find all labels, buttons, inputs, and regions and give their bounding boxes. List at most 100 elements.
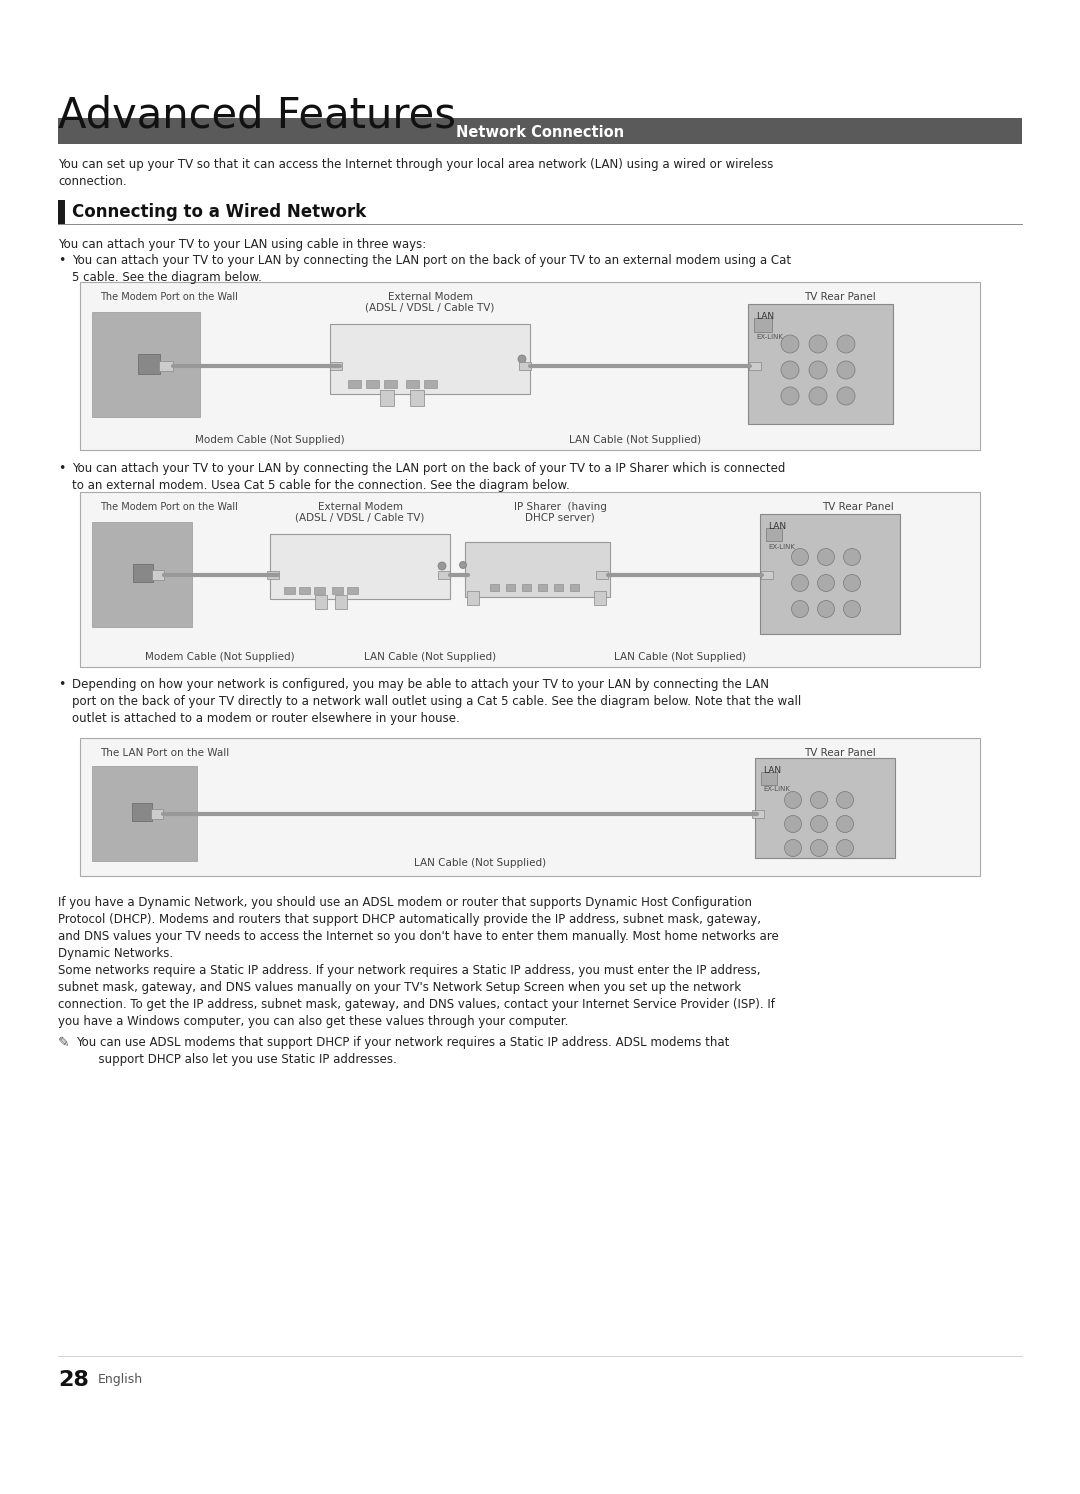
Text: •: • — [58, 254, 66, 267]
Text: English: English — [98, 1373, 144, 1386]
Bar — [554, 584, 563, 592]
Circle shape — [818, 548, 835, 566]
Circle shape — [837, 840, 853, 856]
Bar — [766, 527, 782, 541]
Bar — [380, 390, 394, 406]
Bar — [570, 584, 579, 592]
Text: External Modem: External Modem — [388, 291, 473, 302]
Circle shape — [781, 387, 799, 405]
Bar — [465, 542, 610, 598]
Text: LAN Cable (Not Supplied): LAN Cable (Not Supplied) — [569, 435, 701, 445]
Bar — [752, 810, 764, 819]
Circle shape — [837, 362, 855, 379]
Text: You can use ADSL modems that support DHCP if your network requires a Static IP a: You can use ADSL modems that support DHC… — [76, 1035, 729, 1067]
Circle shape — [792, 548, 809, 566]
Circle shape — [843, 575, 861, 592]
Circle shape — [843, 548, 861, 566]
Bar — [335, 595, 347, 610]
Text: LAN: LAN — [768, 521, 786, 530]
Circle shape — [809, 362, 827, 379]
Circle shape — [837, 792, 853, 808]
Circle shape — [837, 816, 853, 832]
Text: TV Rear Panel: TV Rear Panel — [805, 291, 876, 302]
Text: The Modem Port on the Wall: The Modem Port on the Wall — [100, 291, 238, 302]
Circle shape — [781, 335, 799, 353]
Bar — [594, 592, 606, 605]
Bar — [347, 587, 357, 595]
Circle shape — [810, 840, 827, 856]
Text: IP Sharer  (having: IP Sharer (having — [514, 502, 607, 512]
Circle shape — [809, 335, 827, 353]
Text: EX-LINK: EX-LINK — [756, 335, 783, 341]
Bar — [348, 379, 361, 388]
Text: The Modem Port on the Wall: The Modem Port on the Wall — [100, 502, 238, 512]
Text: EX-LINK: EX-LINK — [762, 786, 789, 792]
Text: Advanced Features: Advanced Features — [58, 96, 456, 137]
Bar — [596, 571, 608, 580]
Bar — [132, 802, 152, 822]
Bar — [267, 571, 279, 580]
Bar — [92, 766, 197, 861]
Circle shape — [843, 601, 861, 617]
Text: (ADSL / VDSL / Cable TV): (ADSL / VDSL / Cable TV) — [365, 302, 495, 312]
Text: 28: 28 — [58, 1370, 89, 1389]
Bar — [332, 587, 343, 595]
Circle shape — [792, 575, 809, 592]
Text: You can attach your TV to your LAN by connecting the LAN port on the back of you: You can attach your TV to your LAN by co… — [72, 462, 785, 492]
Circle shape — [792, 601, 809, 617]
Text: You can set up your TV so that it can access the Internet through your local are: You can set up your TV so that it can ac… — [58, 158, 773, 188]
Text: (ADSL / VDSL / Cable TV): (ADSL / VDSL / Cable TV) — [295, 512, 424, 521]
Bar — [299, 587, 310, 595]
Text: If you have a Dynamic Network, you should use an ADSL modem or router that suppo: If you have a Dynamic Network, you shoul… — [58, 896, 779, 961]
Text: Modem Cable (Not Supplied): Modem Cable (Not Supplied) — [145, 651, 295, 662]
Bar — [761, 772, 777, 784]
Circle shape — [818, 575, 835, 592]
Bar — [92, 521, 192, 627]
Bar — [384, 379, 397, 388]
Bar — [750, 362, 761, 371]
Bar — [519, 362, 531, 371]
Circle shape — [810, 816, 827, 832]
Circle shape — [781, 362, 799, 379]
Circle shape — [837, 387, 855, 405]
Bar — [315, 595, 327, 610]
Text: LAN Cable (Not Supplied): LAN Cable (Not Supplied) — [613, 651, 746, 662]
Text: Some networks require a Static IP address. If your network requires a Static IP : Some networks require a Static IP addres… — [58, 964, 774, 1028]
Text: DHCP server): DHCP server) — [525, 512, 595, 521]
Text: TV Rear Panel: TV Rear Panel — [822, 502, 894, 512]
Bar — [490, 584, 499, 592]
Bar — [755, 757, 895, 858]
Text: Connecting to a Wired Network: Connecting to a Wired Network — [72, 203, 366, 221]
Bar — [151, 808, 163, 819]
Bar — [133, 565, 153, 583]
Text: ✎: ✎ — [58, 1035, 69, 1050]
Text: •: • — [58, 462, 66, 475]
Bar — [410, 390, 424, 406]
Circle shape — [784, 840, 801, 856]
Circle shape — [438, 562, 446, 571]
Circle shape — [784, 792, 801, 808]
Bar — [522, 584, 531, 592]
Text: •: • — [58, 678, 66, 692]
Bar — [270, 533, 450, 599]
Bar — [138, 354, 160, 374]
Bar — [92, 312, 200, 417]
Bar — [754, 318, 772, 332]
Text: LAN: LAN — [762, 766, 781, 775]
Bar — [761, 571, 773, 580]
Bar — [58, 118, 1022, 143]
Bar — [80, 738, 980, 875]
Text: Depending on how your network is configured, you may be able to attach your TV t: Depending on how your network is configu… — [72, 678, 801, 725]
Bar — [507, 584, 515, 592]
Text: LAN Cable (Not Supplied): LAN Cable (Not Supplied) — [414, 858, 546, 868]
Bar — [760, 514, 900, 633]
Text: You can attach your TV to your LAN using cable in three ways:: You can attach your TV to your LAN using… — [58, 238, 427, 251]
Circle shape — [518, 356, 526, 363]
Circle shape — [784, 816, 801, 832]
Bar — [284, 587, 295, 595]
Text: LAN Cable (Not Supplied): LAN Cable (Not Supplied) — [364, 651, 496, 662]
Circle shape — [818, 601, 835, 617]
Bar — [467, 592, 480, 605]
Bar — [748, 303, 893, 424]
Bar — [538, 584, 546, 592]
